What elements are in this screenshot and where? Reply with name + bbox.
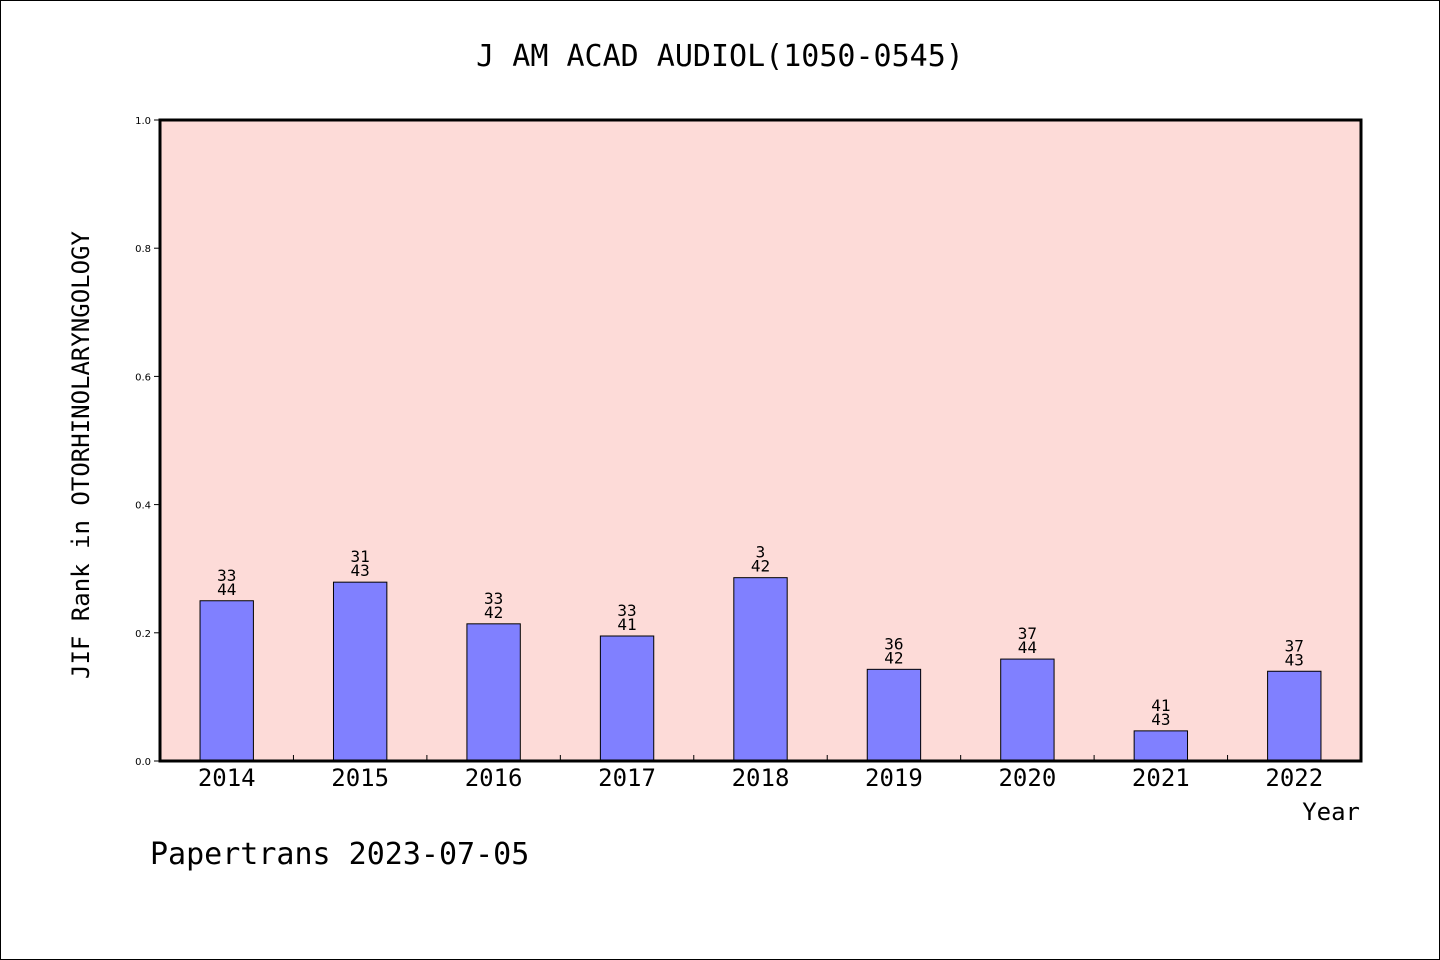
x-axis-ticks: 2014 2015 2016 2017 2018 2019 2020 2021 2022	[198, 755, 1323, 792]
x-tick-label-2015: 2015	[331, 764, 389, 792]
x-tick-label-2022: 2022	[1265, 764, 1323, 792]
bar-2021	[1133, 730, 1189, 762]
rank-label-top-2022: 37	[1285, 636, 1304, 655]
y-axis-label: JIF Rank in OTORHINOLARYNGOLOGY	[67, 230, 95, 678]
bar-2019	[866, 668, 922, 762]
bar-2014	[199, 600, 254, 762]
x-tick-label-2017: 2017	[598, 764, 656, 792]
x-tick-label-2018: 2018	[732, 764, 790, 792]
rank-label-top-2016: 33	[484, 589, 503, 608]
bar-2015	[332, 581, 388, 762]
rank-label-bottom-2017: 41	[617, 615, 636, 634]
rank-label-bottom-2016: 42	[484, 603, 503, 622]
y-tick-label: 0.8	[135, 244, 151, 255]
plot-border	[158, 118, 1363, 763]
bars-layer	[199, 577, 1322, 762]
y-tick-label: 0.0	[135, 757, 151, 768]
rank-label-bottom-2015: 43	[351, 561, 370, 580]
rank-label-top-2019: 36	[884, 634, 903, 653]
x-tick-label-2019: 2019	[865, 764, 923, 792]
chart-title: J AM ACAD AUDIOL(1050-0545)	[476, 39, 964, 74]
bar-2020	[1000, 658, 1055, 762]
rank-label-bottom-2018: 42	[751, 557, 770, 576]
y-axis-ticks: 0.0 0.2 0.4 0.6 0.8 1.0	[135, 116, 160, 768]
rank-label-top-2014: 33	[217, 566, 236, 585]
bar-2017	[599, 635, 655, 762]
bar-2016	[466, 623, 521, 762]
rank-label-top-2021: 41	[1151, 696, 1170, 715]
bar-2022	[1267, 670, 1322, 762]
x-tick-label-2020: 2020	[998, 764, 1056, 792]
rank-label-bottom-2020: 44	[1018, 638, 1037, 657]
rank-label-bottom-2021: 43	[1151, 710, 1170, 729]
rank-label-top-2020: 37	[1018, 624, 1037, 643]
x-axis-label: Year	[1302, 798, 1360, 826]
rank-label-bottom-2022: 43	[1285, 650, 1304, 669]
y-tick-label: 0.2	[135, 629, 151, 640]
y-tick-label: 0.6	[135, 372, 151, 383]
x-tick-label-2016: 2016	[465, 764, 523, 792]
y-tick-label: 0.4	[135, 501, 151, 512]
rank-label-top-2015: 31	[351, 547, 370, 566]
bar-2018	[733, 577, 788, 762]
x-tick-label-2021: 2021	[1132, 764, 1190, 792]
rank-label-top-2018: 3	[756, 543, 766, 562]
y-tick-label: 1.0	[135, 116, 151, 127]
rank-label-bottom-2014: 44	[217, 580, 236, 599]
rank-label-top-2017: 33	[617, 601, 636, 620]
rank-label-bottom-2019: 42	[884, 648, 903, 667]
x-tick-label-2014: 2014	[198, 764, 256, 792]
footer-watermark: Papertrans 2023-07-05	[150, 837, 529, 872]
